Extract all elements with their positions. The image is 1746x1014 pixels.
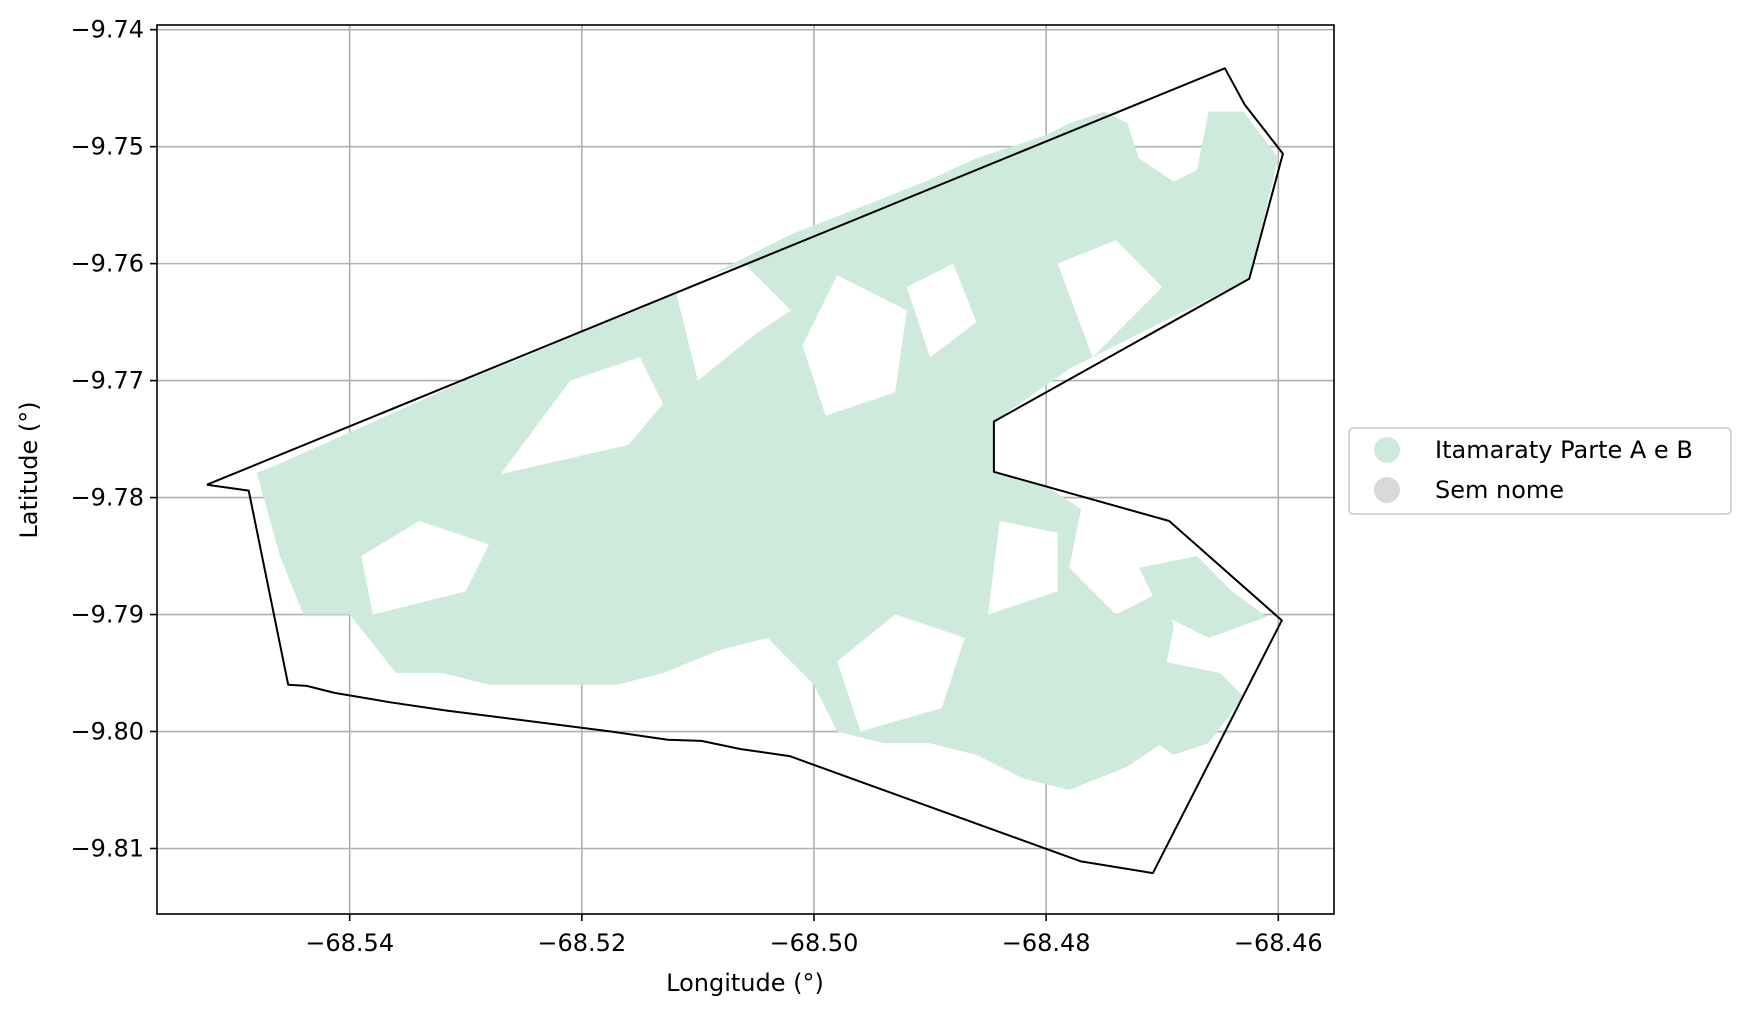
legend-label-0: Itamaraty Parte A e B [1435,436,1693,464]
y-tick-label-3: −9.77 [70,367,144,395]
clearing-0 [500,357,664,475]
x-tick-label-0: −68.54 [305,929,394,957]
y-tick-label-0: −9.74 [70,16,144,44]
legend-label-1: Sem nome [1435,476,1564,504]
legend-marker-0 [1374,437,1400,463]
plot-frame [156,24,1335,915]
x-tick-label-2: −68.50 [770,929,859,957]
legend-marker-1 [1374,477,1400,503]
y-tick-label-1: −9.75 [70,133,144,161]
clearing-2 [802,275,907,416]
x-axis-label: Longitude (°) [666,969,824,997]
x-axis: −68.54 −68.52 −68.50 −68.48 −68.46 [305,914,1323,957]
y-tick-label-2: −9.76 [70,250,144,278]
y-axis-label: Latitude (°) [15,401,43,538]
vegetation-layer [256,111,1279,791]
boundary-layer [206,67,1284,875]
vegetation-area-1 [1139,556,1267,638]
clearing-5 [361,521,489,615]
x-tick-label-3: −68.48 [1002,929,1091,957]
clearing-1 [674,263,791,381]
y-tick-label-5: −9.79 [70,601,144,629]
y-axis: −9.74 −9.75 −9.76 −9.77 −9.78 −9.79 −9.80 −9.81 [70,16,157,862]
y-tick-label-4: −9.78 [70,484,144,512]
clearing-6 [837,614,965,732]
vegetation-area-0 [256,111,1279,791]
y-tick-label-6: −9.80 [70,718,144,746]
legend: Itamaraty Parte A e B Sem nome [1348,427,1732,515]
y-tick-label-7: −9.81 [70,834,144,862]
clearing-3 [906,263,977,358]
clearing-4 [1057,240,1163,358]
x-tick-label-4: −68.46 [1234,929,1323,957]
vegetation-area-2 [1139,661,1244,755]
clearing-7 [988,521,1058,615]
property-boundary [206,67,1284,875]
legend-box [1348,427,1732,515]
x-tick-label-1: −68.52 [537,929,626,957]
